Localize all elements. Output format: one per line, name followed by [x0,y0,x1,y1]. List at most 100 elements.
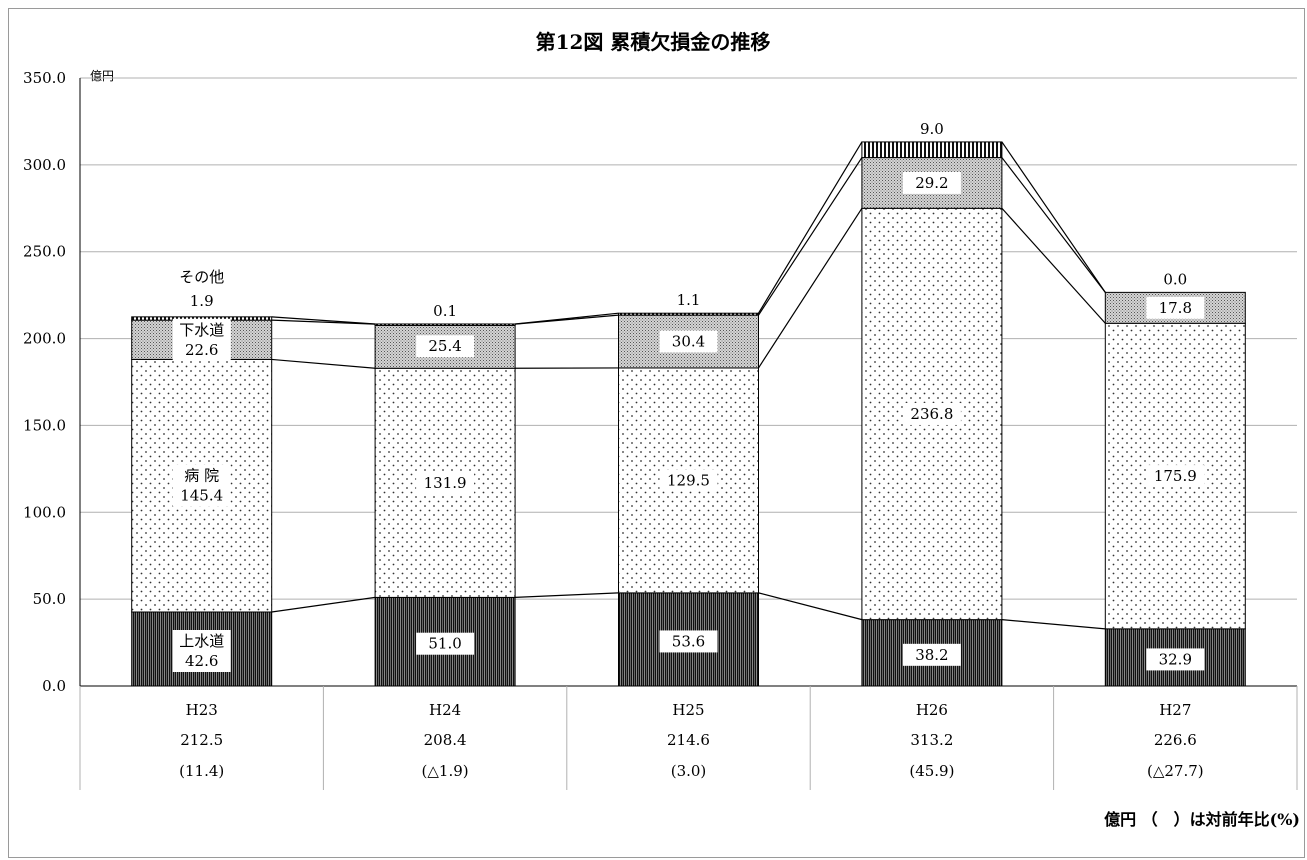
label-sewer-text: 22.6 [185,341,218,359]
total-value: 208.4 [424,731,467,749]
label-hospital-text: 病 院 [184,467,219,485]
bars [131,141,1246,687]
label-other-value: 1.9 [190,292,214,310]
connector-line [515,592,619,599]
label-water-bg [1146,648,1205,671]
bar-other [861,141,1003,159]
bar-water [131,611,273,687]
label-hospital-bg [172,464,231,507]
label-hospital-bg [1146,465,1205,488]
label-sewer: 下水道 22.6 [172,318,231,361]
label-sewer-bg [902,171,961,194]
connector-line [271,596,376,613]
label-other-bg [909,117,954,138]
label-water-text: 51.0 [428,635,461,653]
label-sewer-bg [172,318,231,361]
label-other: 9.0 [909,117,954,138]
label-hospital-text: 175.9 [1154,467,1197,485]
label-hospital: 175.9 [1146,465,1205,488]
connector-line [271,358,376,369]
connector-line [757,207,863,369]
label-sewer: 17.8 [1146,296,1205,319]
yoy-change: (11.4) [179,762,224,780]
label-sewer-bg [1146,296,1205,319]
label-other-value: 0.1 [433,302,457,320]
y-tick-label: 100.0 [23,503,66,521]
label-other: 0.0 [1153,268,1198,289]
category-label: H26 [916,701,948,719]
y-tick-label: 300.0 [23,156,66,174]
category-label: H23 [186,701,218,719]
label-other-name: その他 [179,268,224,286]
label-water-bg [902,643,961,666]
yoy-change: (△1.9) [422,762,469,780]
connector-line [1001,619,1106,630]
data-labels: 上水道 42.6 病 院 145.4 下水道 22.6 その他 1.9 51.0 131.9 25.… [172,117,1205,672]
connector-line [271,316,376,325]
label-water-text: 38.2 [915,646,948,664]
yoy-change: (3.0) [671,762,707,780]
label-other-bg [666,289,711,310]
label-other-value: 1.1 [677,291,701,309]
y-tick-labels: 0.0 50.0 100.0 150.0 200.0 250.0 300.0 350.0 [23,69,66,695]
label-other: 0.1 [423,299,468,320]
connector-line [1001,207,1106,324]
label-other-value: 0.0 [1163,270,1187,288]
label-hospital-text: 145.4 [180,487,223,505]
label-sewer-text: 下水道 [179,321,224,339]
label-water: 53.6 [659,630,718,653]
label-sewer: 25.4 [416,335,475,358]
connector-line [758,592,863,621]
total-value: 313.2 [910,731,953,749]
label-hospital-bg [416,471,475,494]
y-axis-unit: 億円 [90,69,114,83]
y-tick-label: 150.0 [23,416,66,434]
label-water-bg [416,632,475,655]
label-hospital-text: 236.8 [910,405,953,423]
total-value: 214.6 [667,731,710,749]
label-water-text: 53.6 [672,632,705,650]
total-value: 212.5 [180,731,223,749]
y-tick-label: 50.0 [33,590,66,608]
chart-frame [8,8,1305,858]
label-water-bg [659,630,718,653]
connector-line [271,319,376,325]
bar-other [374,323,516,326]
chart-title: 第12図 累積欠損金の推移 [536,30,771,54]
label-water-text: 上水道 [179,632,224,650]
connector-line [757,157,863,316]
label-sewer-text: 17.8 [1159,299,1192,317]
category-label: H24 [429,701,461,719]
bar-other [618,312,759,316]
category-label: H25 [672,701,704,719]
yoy-change: (△27.7) [1147,762,1204,780]
y-tick-label: 0.0 [42,677,66,695]
label-hospital-text: 131.9 [424,474,467,492]
label-hospital: 病 院 145.4 [172,464,231,507]
yoy-change: (45.9) [909,762,954,780]
label-water-text: 42.6 [185,652,218,670]
label-hospital: 236.8 [902,402,961,425]
label-sewer-bg [659,330,718,353]
label-water-bg [172,629,231,672]
total-value: 226.6 [1154,731,1197,749]
category-table: H23 212.5 (11.4) H24 208.4 (△1.9) H25 214.6 (3.0… [79,686,1298,790]
category-label: H27 [1159,701,1191,719]
y-tick-label: 200.0 [23,330,66,348]
label-sewer-text: 29.2 [915,174,948,192]
connector-line [1001,141,1106,293]
label-other-bg [423,299,468,320]
label-water: 上水道 42.6 [172,629,231,672]
label-water: 38.2 [902,643,961,666]
label-hospital: 129.5 [659,469,718,492]
label-hospital-bg [659,469,718,492]
label-sewer-bg [416,335,475,358]
connector-line [757,141,863,314]
footnote: 億円 （ ）は対前年比(%) [1104,810,1300,829]
label-water: 32.9 [1146,648,1205,671]
connector-line [515,312,619,325]
label-water: 51.0 [416,632,475,655]
label-hospital-bg [902,402,961,425]
label-water-text: 32.9 [1159,650,1192,668]
